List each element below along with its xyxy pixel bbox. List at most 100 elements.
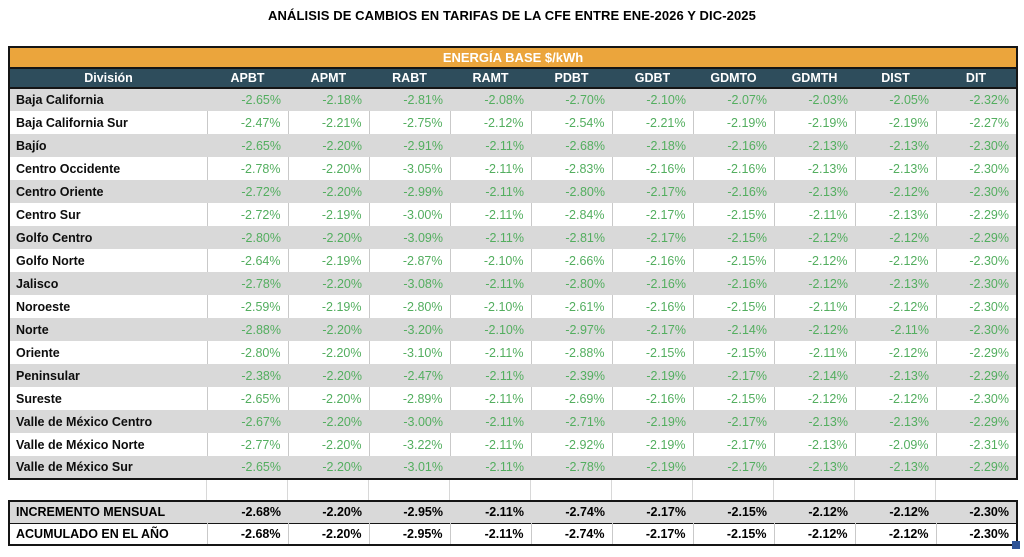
value-cell[interactable]: -2.20% (287, 157, 369, 180)
value-cell[interactable]: -2.11% (450, 272, 531, 295)
empty-cell[interactable] (206, 480, 288, 500)
summary-value-cell[interactable]: -2.12% (773, 523, 855, 545)
value-cell[interactable]: -2.12% (855, 226, 936, 249)
division-cell[interactable]: Centro Sur (9, 203, 207, 226)
empty-cell[interactable] (935, 480, 1016, 500)
summary-value-cell[interactable]: -2.30% (935, 523, 1017, 545)
empty-cell[interactable] (530, 480, 612, 500)
value-cell[interactable]: -2.27% (935, 111, 1017, 134)
value-cell[interactable]: -2.80% (207, 226, 288, 249)
value-cell[interactable]: -2.13% (774, 180, 855, 203)
value-cell[interactable]: -2.29% (936, 410, 1017, 433)
division-cell[interactable]: Baja California (9, 88, 207, 111)
division-cell[interactable]: Oriente (9, 341, 207, 364)
value-cell[interactable]: -2.83% (530, 157, 612, 180)
value-cell[interactable]: -2.16% (693, 272, 774, 295)
summary-value-cell[interactable]: -2.15% (692, 523, 774, 545)
value-cell[interactable]: -2.12% (774, 226, 855, 249)
value-cell[interactable]: -2.69% (530, 387, 612, 410)
division-cell[interactable]: Centro Oriente (9, 180, 207, 203)
value-cell[interactable]: -2.30% (936, 318, 1017, 341)
value-cell[interactable]: -2.13% (773, 157, 855, 180)
value-cell[interactable]: -2.16% (611, 387, 693, 410)
column-header-rabt[interactable]: RABT (369, 68, 450, 89)
division-cell[interactable]: Golfo Norte (9, 249, 207, 272)
value-cell[interactable]: -2.99% (369, 180, 450, 203)
summary-value-cell[interactable]: -2.12% (774, 501, 855, 523)
empty-cell[interactable] (8, 480, 207, 500)
value-cell[interactable]: -2.78% (206, 157, 288, 180)
value-cell[interactable]: -2.15% (611, 341, 693, 364)
column-header-pdbt[interactable]: PDBT (531, 68, 612, 89)
value-cell[interactable]: -2.88% (207, 318, 288, 341)
value-cell[interactable]: -3.09% (369, 226, 450, 249)
value-cell[interactable]: -2.15% (692, 295, 774, 318)
value-cell[interactable]: -2.30% (935, 249, 1017, 272)
value-cell[interactable]: -3.00% (369, 410, 450, 433)
value-cell[interactable]: -2.16% (693, 180, 774, 203)
summary-value-cell[interactable]: -2.74% (530, 523, 612, 545)
value-cell[interactable]: -2.38% (207, 364, 288, 387)
value-cell[interactable]: -3.01% (369, 456, 450, 479)
column-header-ramt[interactable]: RAMT (450, 68, 531, 89)
division-cell[interactable]: Sureste (9, 387, 207, 410)
value-cell[interactable]: -3.22% (368, 433, 450, 456)
value-cell[interactable]: -2.15% (692, 203, 774, 226)
value-cell[interactable]: -2.19% (854, 111, 936, 134)
summary-value-cell[interactable]: -2.20% (288, 501, 369, 523)
value-cell[interactable]: -2.13% (855, 364, 936, 387)
value-cell[interactable]: -2.20% (288, 318, 369, 341)
table-banner[interactable]: ENERGÍA BASE $/kWh (9, 47, 1017, 69)
value-cell[interactable]: -2.64% (206, 249, 288, 272)
column-header-apbt[interactable]: APBT (207, 68, 288, 89)
value-cell[interactable]: -2.84% (530, 203, 612, 226)
summary-value-cell[interactable]: -2.68% (206, 523, 288, 545)
value-cell[interactable]: -2.78% (207, 272, 288, 295)
summary-label-cell[interactable]: INCREMENTO MENSUAL (9, 501, 207, 523)
column-header-gdmto[interactable]: GDMTO (693, 68, 774, 89)
value-cell[interactable]: -2.16% (612, 272, 693, 295)
value-cell[interactable]: -2.54% (530, 111, 612, 134)
value-cell[interactable]: -2.13% (854, 157, 936, 180)
value-cell[interactable]: -2.17% (612, 226, 693, 249)
value-cell[interactable]: -2.12% (854, 249, 936, 272)
value-cell[interactable]: -2.31% (935, 433, 1017, 456)
division-cell[interactable]: Valle de México Centro (9, 410, 207, 433)
value-cell[interactable]: -2.19% (612, 364, 693, 387)
value-cell[interactable]: -2.20% (288, 134, 369, 157)
value-cell[interactable]: -2.29% (935, 203, 1017, 226)
value-cell[interactable]: -2.05% (855, 88, 936, 111)
value-cell[interactable]: -2.13% (855, 410, 936, 433)
value-cell[interactable]: -2.20% (288, 364, 369, 387)
value-cell[interactable]: -3.00% (368, 203, 450, 226)
value-cell[interactable]: -2.10% (612, 88, 693, 111)
value-cell[interactable]: -2.92% (530, 433, 612, 456)
value-cell[interactable]: -2.78% (531, 456, 612, 479)
value-cell[interactable]: -3.10% (368, 341, 450, 364)
division-cell[interactable]: Jalisco (9, 272, 207, 295)
value-cell[interactable]: -2.20% (288, 410, 369, 433)
value-cell[interactable]: -2.11% (773, 341, 855, 364)
selection-handle-icon[interactable] (1012, 541, 1020, 549)
value-cell[interactable]: -2.13% (774, 456, 855, 479)
value-cell[interactable]: -2.47% (206, 111, 288, 134)
value-cell[interactable]: -2.17% (612, 180, 693, 203)
value-cell[interactable]: -2.68% (531, 134, 612, 157)
summary-value-cell[interactable]: -2.30% (936, 501, 1017, 523)
value-cell[interactable]: -2.20% (287, 433, 369, 456)
value-cell[interactable]: -2.80% (531, 272, 612, 295)
column-header-divisi-n[interactable]: División (9, 68, 207, 89)
value-cell[interactable]: -2.20% (287, 341, 369, 364)
division-cell[interactable]: Valle de México Sur (9, 456, 207, 479)
value-cell[interactable]: -2.09% (854, 433, 936, 456)
value-cell[interactable]: -2.11% (450, 134, 531, 157)
value-cell[interactable]: -2.10% (450, 318, 531, 341)
value-cell[interactable]: -3.20% (369, 318, 450, 341)
value-cell[interactable]: -2.77% (206, 433, 288, 456)
summary-value-cell[interactable]: -2.95% (369, 501, 450, 523)
value-cell[interactable]: -2.16% (611, 249, 693, 272)
column-header-dist[interactable]: DIST (855, 68, 936, 89)
value-cell[interactable]: -2.18% (288, 88, 369, 111)
value-cell[interactable]: -2.12% (449, 111, 531, 134)
value-cell[interactable]: -2.13% (855, 134, 936, 157)
